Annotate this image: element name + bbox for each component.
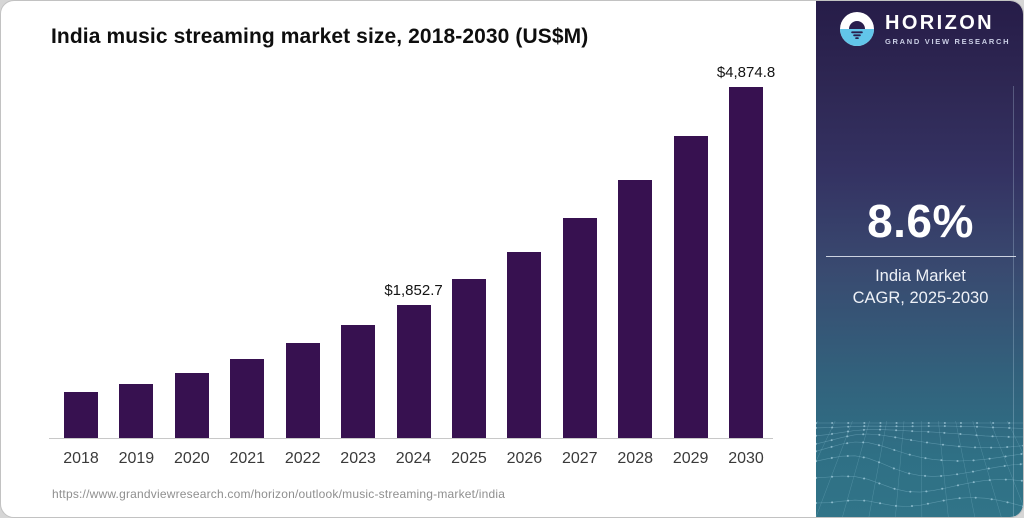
bar-2019: [119, 384, 154, 438]
bar-2028: [618, 180, 653, 438]
chart-title: India music streaming market size, 2018-…: [51, 25, 589, 48]
stat-label-cagr: CAGR, 2025-2030: [852, 288, 989, 307]
x-tick-label-2019: 2019: [118, 450, 155, 467]
x-tick-label-2028: 2028: [617, 450, 653, 467]
bar-2018: [64, 392, 98, 438]
brand-logo-text: HORIZON GRAND VIEW RESEARCH: [885, 12, 1010, 46]
source-url: https://www.grandviewresearch.com/horizo…: [52, 487, 506, 501]
bar-2029: [673, 136, 708, 438]
brand-sidebar: HORIZON GRAND VIEW RESEARCH 8.6% India M…: [816, 1, 1023, 517]
bar-2025: [451, 279, 486, 438]
bar-2026: [507, 252, 542, 438]
x-tick-label-2027: 2027: [561, 450, 598, 467]
brand-subtitle: GRAND VIEW RESEARCH: [885, 37, 1011, 46]
sidebar-edge-highlight: [1013, 86, 1014, 517]
brand-name: HORIZON: [885, 12, 995, 34]
bar-2020: [174, 373, 209, 438]
value-label-2030: $4,874.8: [716, 64, 776, 81]
x-tick-label-2025: 2025: [451, 450, 487, 467]
x-tick-label-2026: 2026: [506, 450, 543, 467]
bar-2021: [230, 359, 265, 438]
value-label-2024: $1,852.7: [384, 282, 443, 299]
stat-divider: [825, 256, 1016, 257]
x-tick-label-2021: 2021: [229, 450, 266, 467]
sunset-horizon-icon: [840, 12, 874, 46]
x-tick-label-2022: 2022: [284, 450, 321, 467]
cagr-value: 8.6%: [867, 195, 974, 247]
cagr-stat-block: 8.6% India Market CAGR, 2025-2030: [816, 195, 1023, 310]
mesh-pattern: [816, 420, 1023, 517]
bar-2030: [729, 87, 764, 438]
bar-2022: [285, 343, 320, 438]
bar-2023: [341, 325, 376, 438]
x-tick-label-2030: 2030: [728, 450, 764, 467]
chart-panel: India music streaming market size, 2018-…: [1, 1, 816, 517]
x-axis-line: [49, 438, 773, 439]
bar-2024: [396, 305, 431, 438]
x-tick-label-2018: 2018: [63, 450, 99, 467]
bar-2027: [562, 218, 597, 438]
x-tick-label-2024: 2024: [395, 450, 432, 467]
x-tick-label-2023: 2023: [340, 450, 376, 467]
x-tick-label-2029: 2029: [672, 450, 709, 467]
x-tick-label-2020: 2020: [174, 450, 210, 467]
brand-logo: HORIZON GRAND VIEW RESEARCH: [840, 12, 1010, 46]
stat-label-market: India Market: [875, 267, 966, 285]
